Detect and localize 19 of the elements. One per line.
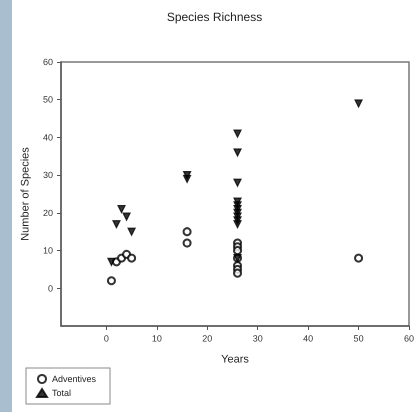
y-tick-label: 10 — [42, 246, 53, 256]
y-tick-label: 30 — [42, 170, 53, 180]
x-tick-label: 40 — [303, 334, 314, 344]
x-tick-label: 60 — [404, 334, 414, 344]
x-tick-label: 10 — [152, 334, 162, 344]
legend-label: Total — [52, 388, 72, 398]
x-tick-label: 20 — [202, 334, 212, 344]
y-tick-label: 20 — [42, 208, 53, 218]
x-tick-label: 0 — [104, 334, 109, 344]
y-tick-label: 60 — [42, 57, 53, 67]
x-tick-label: 50 — [354, 334, 364, 344]
x-tick-label: 30 — [252, 334, 263, 344]
x-axis-title: Years — [221, 354, 250, 366]
y-tick-label: 0 — [48, 283, 53, 294]
y-axis-title: Number of Species — [20, 146, 32, 241]
y-tick-label: 50 — [42, 94, 53, 105]
chart-title: Species Richness — [166, 10, 262, 24]
legend-label: Adventives — [52, 374, 97, 384]
y-tick-label: 40 — [42, 132, 53, 142]
